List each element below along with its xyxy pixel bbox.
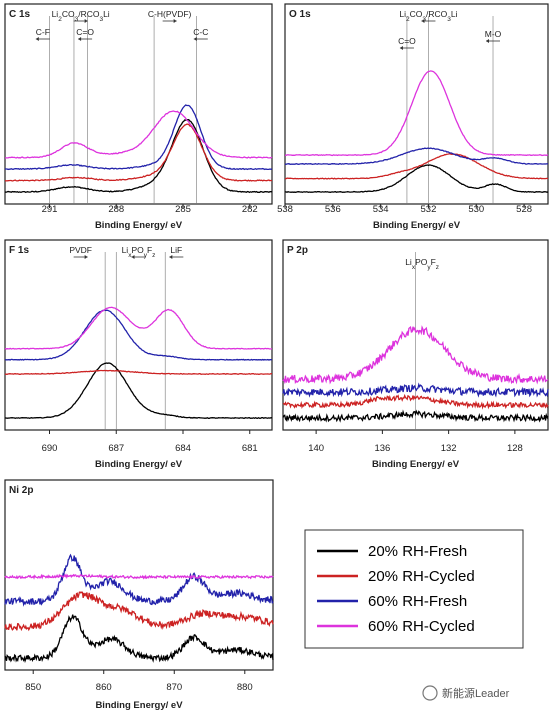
panel-ni-2p: Ni 2p 850 860 870 880 Binding Energy/ eV xyxy=(4,479,274,711)
legend-label-3: 60% RH-Fresh xyxy=(368,593,467,610)
series-line xyxy=(282,409,549,423)
axis-title: Binding Energy/ eV xyxy=(95,459,183,470)
series-line xyxy=(284,147,548,166)
peak-annotation: C-C xyxy=(193,27,208,37)
axis-title: Binding Energy/ eV xyxy=(95,220,183,231)
plot-frame xyxy=(4,239,273,431)
panel-title: P 2p xyxy=(287,245,308,256)
series-line xyxy=(282,325,549,385)
tick-label: 860 xyxy=(96,682,112,693)
xps-panels: C 1s 291 288 285 282 Binding Energy/ eV C-F C=O… xyxy=(4,3,549,711)
annotation-arrowhead xyxy=(84,19,88,23)
peak-annotation: LixPOyFz xyxy=(122,245,156,259)
series-line xyxy=(5,123,273,182)
series-line xyxy=(4,119,273,194)
tick-label: 140 xyxy=(308,443,324,454)
annotation-arrowhead xyxy=(35,37,39,41)
legend-entry-2: 20% RH-Cycled xyxy=(317,568,475,585)
legend-label-4: 60% RH-Cycled xyxy=(368,618,475,635)
panel-title: O 1s xyxy=(289,9,311,20)
annotation-arrowhead xyxy=(193,37,197,41)
panel-title: C 1s xyxy=(9,9,31,20)
peak-annotation: LiF xyxy=(170,245,182,255)
series-line xyxy=(4,591,274,632)
legend-label-1: 20% RH-Fresh xyxy=(368,543,467,560)
plot-frame xyxy=(4,479,274,671)
tick-label: 538 xyxy=(277,204,293,215)
tick-label: 528 xyxy=(516,204,532,215)
peak-annotation: C=O xyxy=(398,36,416,46)
series-line xyxy=(4,573,274,580)
peak-annotation: LixPOyFz xyxy=(405,257,439,271)
peak-annotation: Li2CO3/RCO3Li xyxy=(52,9,110,23)
panel-c-1s: C 1s 291 288 285 282 Binding Energy/ eV C-F C=O… xyxy=(4,3,273,231)
annotation-arrowhead xyxy=(173,19,177,23)
tick-label: 136 xyxy=(374,443,390,454)
annotation-arrowhead xyxy=(421,19,425,23)
legend-entries: 20% RH-Fresh 20% RH-Cycled 60% RH-Fresh … xyxy=(317,543,475,635)
tick-label: 690 xyxy=(42,443,58,454)
annotation-arrowhead xyxy=(486,39,490,43)
tick-label: 681 xyxy=(242,443,258,454)
legend-label-2: 20% RH-Cycled xyxy=(368,568,475,585)
series-line xyxy=(4,553,274,607)
annotation-arrowhead xyxy=(399,46,403,50)
tick-label: 532 xyxy=(421,204,437,215)
peak-annotation: C-H(PVDF) xyxy=(148,9,192,19)
tick-label: 880 xyxy=(237,682,253,693)
axis-title: Binding Energy/ eV xyxy=(372,459,460,470)
series-line xyxy=(284,153,549,180)
panel-title: Ni 2p xyxy=(9,485,33,496)
annotation-arrowhead xyxy=(78,37,82,41)
legend-entry-1: 20% RH-Fresh xyxy=(317,543,467,560)
peak-annotation: PVDF xyxy=(69,245,92,255)
series-line xyxy=(285,70,549,157)
wechat-icon xyxy=(422,685,438,701)
watermark-text: 新能源Leader xyxy=(442,686,510,700)
axis-title: Binding Energy/ eV xyxy=(373,220,461,231)
panel-p-2p: P 2p 140 136 132 128 Binding Energy/ eV LixPOy… xyxy=(282,239,549,470)
legend-entry-4: 60% RH-Cycled xyxy=(317,618,475,635)
panel-o-1s: O 1s 538 536 534 532 530 528 Binding Energy/ eV… xyxy=(277,3,549,231)
series-line xyxy=(4,306,273,350)
tick-label: 282 xyxy=(242,204,258,215)
peak-annotation: C=O xyxy=(76,27,94,37)
tick-label: 870 xyxy=(166,682,182,693)
annotation-arrowhead xyxy=(84,255,88,259)
series-line xyxy=(4,309,272,361)
tick-label: 687 xyxy=(108,443,124,454)
series-line xyxy=(4,614,274,664)
series-line xyxy=(284,164,549,194)
annotation-arrowhead xyxy=(131,255,135,259)
series-line xyxy=(283,393,549,410)
tick-label: 534 xyxy=(373,204,389,215)
tick-label: 291 xyxy=(42,204,58,215)
axis-title: Binding Energy/ eV xyxy=(95,700,183,711)
series-line xyxy=(4,104,273,171)
annotation-arrowhead xyxy=(169,255,173,259)
series-line xyxy=(4,110,273,159)
series-line xyxy=(282,382,549,398)
tick-label: 288 xyxy=(108,204,124,215)
tick-label: 530 xyxy=(468,204,484,215)
panel-title: F 1s xyxy=(9,245,29,256)
legend-entry-3: 60% RH-Fresh xyxy=(317,593,467,610)
peak-annotation: M-O xyxy=(485,29,502,39)
legend: 20% RH-Fresh 20% RH-Cycled 60% RH-Fresh … xyxy=(304,529,524,649)
tick-label: 684 xyxy=(175,443,191,454)
peak-annotation: Li2CO3/RCO3Li xyxy=(399,9,457,23)
series-line xyxy=(4,369,272,376)
tick-label: 850 xyxy=(25,682,41,693)
peak-annotation: C-F xyxy=(36,27,50,37)
panel-f-1s: F 1s 690 687 684 681 Binding Energy/ eV PVDF Li… xyxy=(4,239,273,470)
plot-frame xyxy=(284,3,549,205)
watermark: 新能源Leader xyxy=(422,685,510,701)
series-line xyxy=(4,362,273,420)
tick-label: 132 xyxy=(441,443,457,454)
tick-label: 128 xyxy=(507,443,523,454)
tick-label: 285 xyxy=(175,204,191,215)
tick-label: 536 xyxy=(325,204,341,215)
